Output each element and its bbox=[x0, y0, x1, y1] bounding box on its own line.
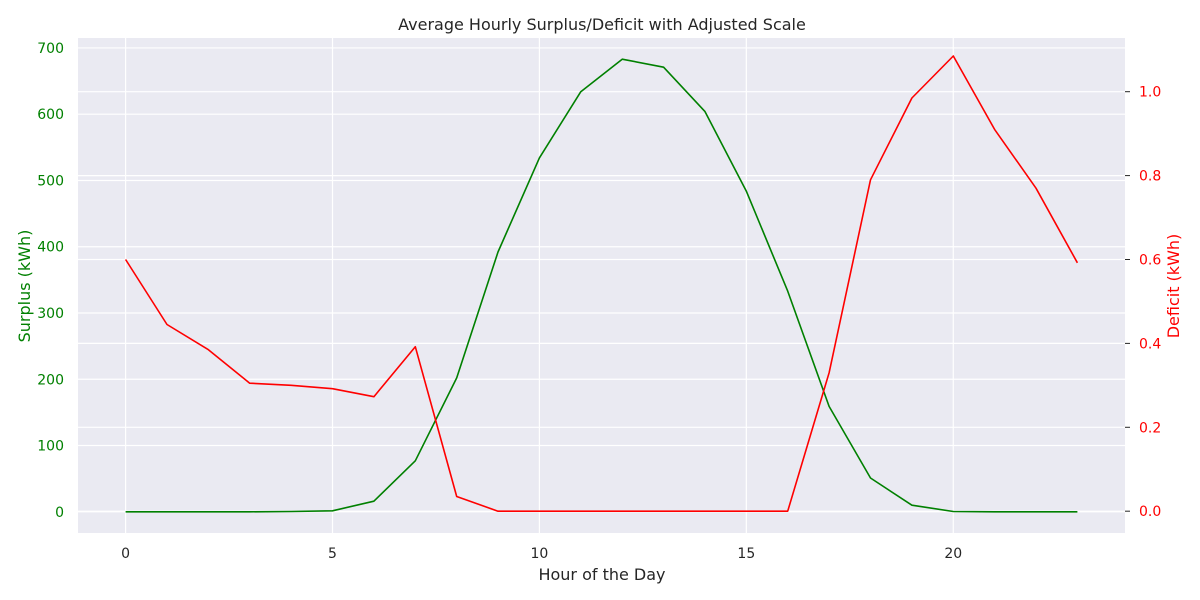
x-axis-label: Hour of the Day bbox=[538, 565, 665, 584]
surplus-line bbox=[125, 58, 1078, 513]
y-right-tick-label: 0.6 bbox=[1139, 252, 1161, 268]
y-left-tick-label: 700 bbox=[37, 41, 64, 57]
y-left-tick-label: 200 bbox=[37, 372, 64, 388]
y-left-tick-label: 600 bbox=[37, 107, 64, 123]
y-right-tick-label: 0.4 bbox=[1139, 336, 1161, 352]
y-right-axis-label: Deficit (kWh) bbox=[1164, 234, 1183, 339]
y-right-tick-label: 0.8 bbox=[1139, 169, 1161, 185]
y-left-tick-labels: 0 100 200 300 400 500 600 700 bbox=[37, 41, 64, 521]
y-left-tick-label: 300 bbox=[37, 306, 64, 322]
x-tick-label: 0 bbox=[121, 546, 130, 562]
deficit-line bbox=[124, 55, 1079, 513]
series-lines bbox=[124, 55, 1079, 513]
y-right-tick-marks bbox=[1125, 91, 1130, 512]
y-left-tick-label: 500 bbox=[37, 173, 64, 189]
x-tick-label: 5 bbox=[328, 546, 337, 562]
y-left-tick-label: 0 bbox=[55, 505, 64, 521]
y-right-tick-labels: 0.0 0.2 0.4 0.6 0.8 1.0 bbox=[1139, 85, 1161, 520]
y-left-tick-label: 100 bbox=[37, 439, 64, 455]
x-tick-label: 15 bbox=[737, 546, 755, 562]
plot-background bbox=[78, 38, 1125, 533]
y-left-tick-label: 400 bbox=[37, 240, 64, 256]
y-right-tick-label: 1.0 bbox=[1139, 85, 1161, 101]
chart-title: Average Hourly Surplus/Deficit with Adju… bbox=[398, 15, 806, 34]
grid-x bbox=[124, 38, 954, 533]
grid-left bbox=[78, 47, 1125, 513]
y-right-tick-label: 0.0 bbox=[1139, 504, 1161, 520]
y-right-tick-label: 0.2 bbox=[1139, 420, 1161, 436]
x-tick-label: 20 bbox=[944, 546, 962, 562]
x-tick-label: 10 bbox=[531, 546, 549, 562]
y-left-axis-label: Surplus (kWh) bbox=[15, 230, 34, 343]
x-tick-labels: 0 5 10 15 20 bbox=[121, 546, 962, 562]
